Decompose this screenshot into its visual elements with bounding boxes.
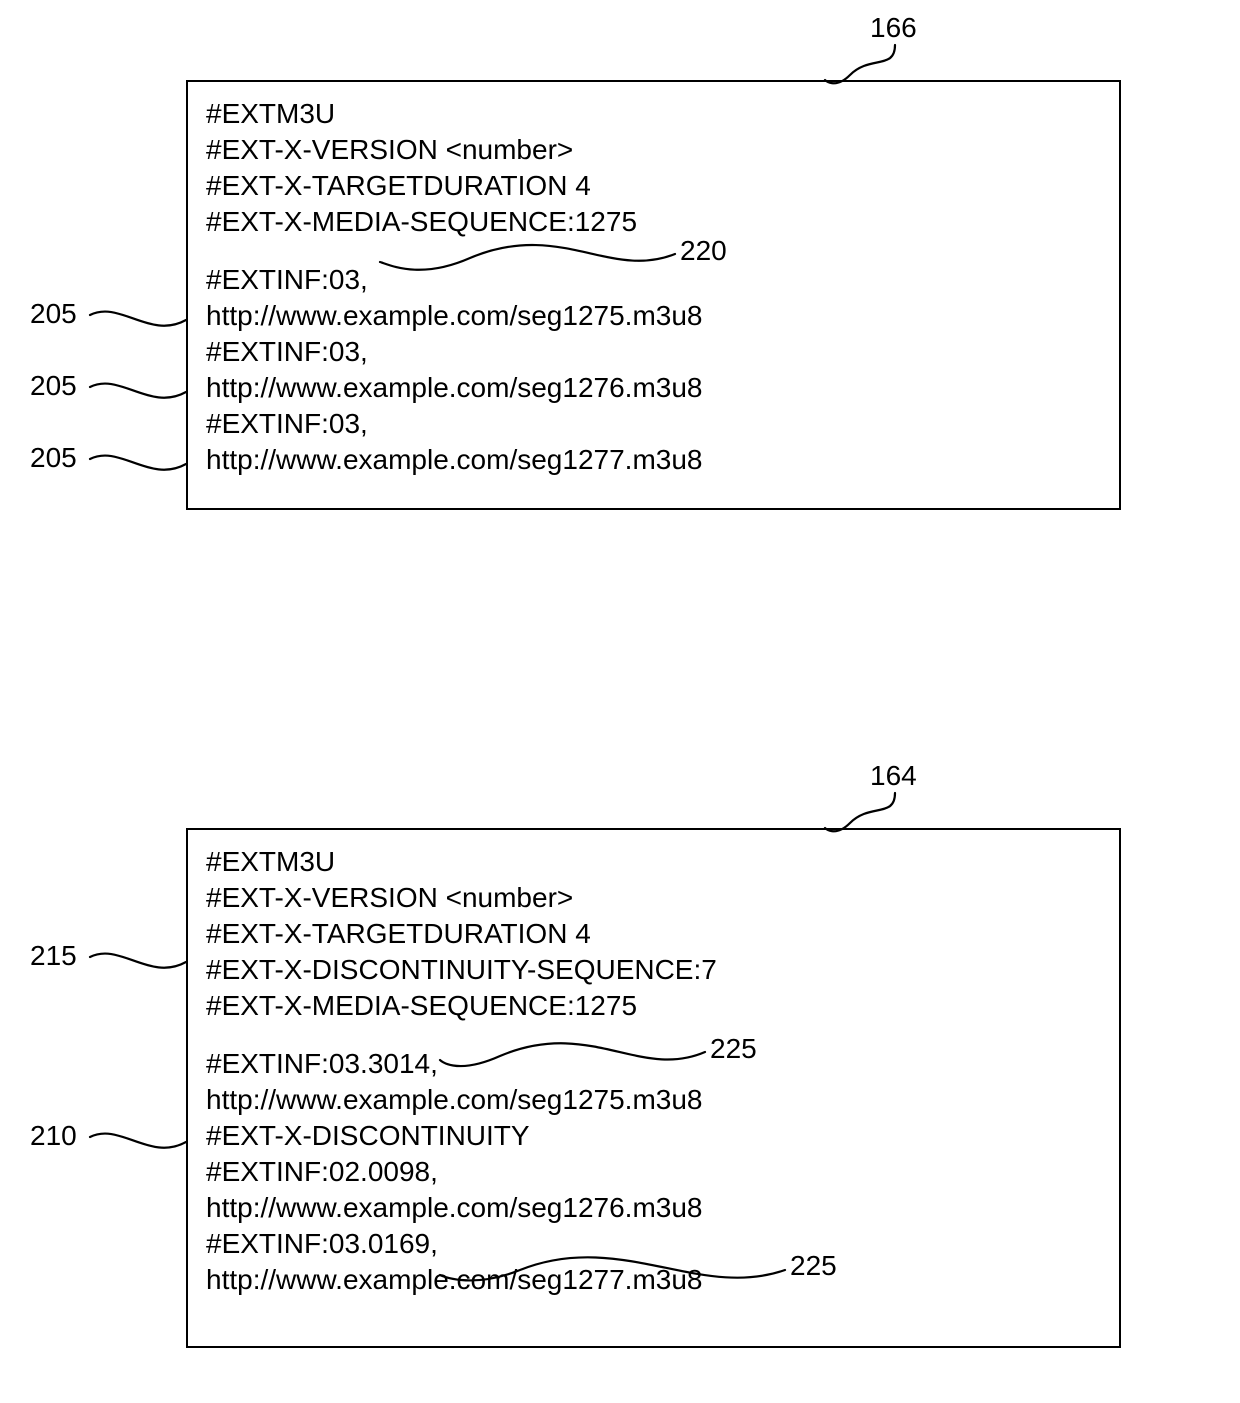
code-line: #EXT-X-DISCONTINUITY [206,1118,1101,1154]
connector-215 [90,954,186,968]
ref-label-210: 210 [30,1120,77,1152]
ref-label-205: 205 [30,442,77,474]
connector-205 [90,456,186,470]
ref-label-225: 225 [710,1033,757,1065]
code-line: http://www.example.com/seg1275.m3u8 [206,1082,1101,1118]
code-line: http://www.example.com/seg1276.m3u8 [206,370,1101,406]
code-line: http://www.example.com/seg1275.m3u8 [206,298,1101,334]
code-line: #EXT-X-MEDIA-SEQUENCE:1275 [206,988,1101,1024]
code-line: #EXTINF:03.0169, [206,1226,1101,1262]
ref-label-215: 215 [30,940,77,972]
code-line: #EXTINF:02.0098, [206,1154,1101,1190]
code-line: http://www.example.com/seg1277.m3u8 [206,442,1101,478]
ref-label-205: 205 [30,298,77,330]
code-line: #EXT-X-MEDIA-SEQUENCE:1275 [206,204,1101,240]
code-line: #EXTM3U [206,844,1101,880]
connector-164 [825,793,895,831]
code-line: #EXT-X-VERSION <number> [206,132,1101,168]
code-line: #EXTINF:03, [206,406,1101,442]
connector-205 [90,384,186,398]
code-line: #EXTM3U [206,96,1101,132]
ref-label-225: 225 [790,1250,837,1282]
blank-line [206,1024,1101,1046]
connector-210 [90,1134,186,1148]
connector-205 [90,312,186,326]
code-line: #EXT-X-VERSION <number> [206,880,1101,916]
ref-label-205: 205 [30,370,77,402]
code-line: #EXTINF:03, [206,334,1101,370]
code-line: #EXT-X-TARGETDURATION 4 [206,916,1101,952]
code-line: http://www.example.com/seg1277.m3u8 [206,1262,1101,1298]
code-line: #EXTINF:03, [206,262,1101,298]
ref-label-220: 220 [680,235,727,267]
blank-line [206,240,1101,262]
ref-label-166: 166 [870,12,917,44]
code-line: #EXTINF:03.3014, [206,1046,1101,1082]
playlist-panel-166: #EXTM3U #EXT-X-VERSION <number> #EXT-X-T… [186,80,1121,510]
code-line: http://www.example.com/seg1276.m3u8 [206,1190,1101,1226]
ref-label-164: 164 [870,760,917,792]
code-line: #EXT-X-DISCONTINUITY-SEQUENCE:7 [206,952,1101,988]
connector-166 [825,45,895,83]
code-line: #EXT-X-TARGETDURATION 4 [206,168,1101,204]
playlist-panel-164: #EXTM3U #EXT-X-VERSION <number> #EXT-X-T… [186,828,1121,1348]
diagram-stage: #EXTM3U #EXT-X-VERSION <number> #EXT-X-T… [0,0,1240,1403]
